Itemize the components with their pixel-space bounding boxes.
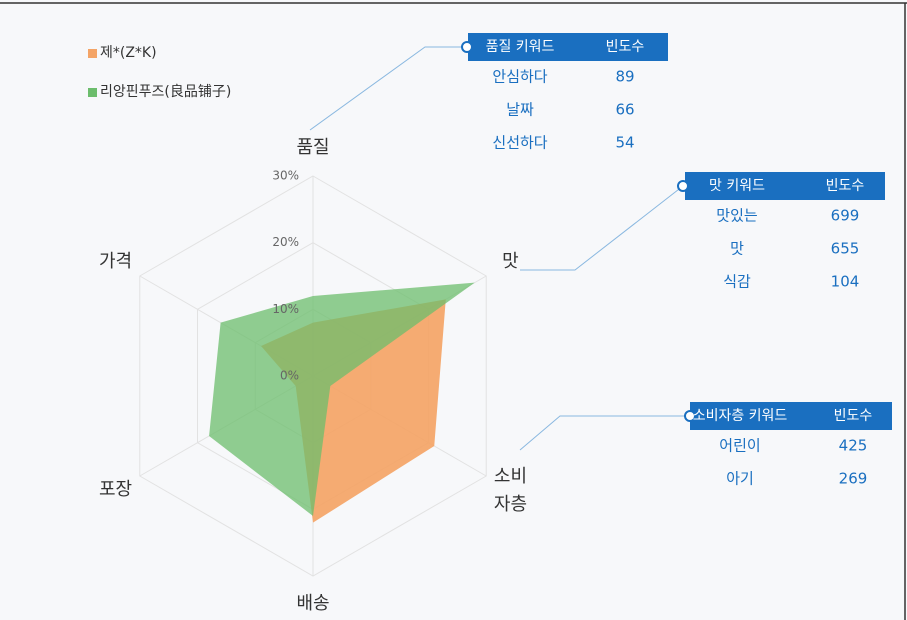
- axis-label: 배송: [296, 593, 329, 614]
- table-cell: 699: [831, 207, 860, 225]
- table-cell: 66: [615, 101, 634, 119]
- legend-label: 제*(Z*K): [100, 45, 157, 61]
- table-cell: 104: [831, 273, 860, 291]
- axis-label: 소비 자층: [494, 466, 527, 515]
- table-header-cell: 빈도수: [826, 178, 865, 194]
- r-tick-label: 10%: [272, 302, 299, 316]
- leader-line: [520, 185, 684, 271]
- leader-dot: [677, 180, 689, 192]
- table-header-cell: 맛 키워드: [709, 178, 765, 194]
- table-header: [690, 402, 892, 430]
- leader-line: [519, 415, 690, 451]
- table-cell: 안심하다: [492, 68, 547, 86]
- legend-swatch: [88, 88, 97, 97]
- axis-label: 맛: [502, 251, 519, 272]
- r-tick-label: 20%: [272, 235, 299, 249]
- table-cell: 655: [831, 240, 860, 258]
- table-cell: 맛있는: [716, 207, 758, 225]
- table-header-cell: 품질 키워드: [486, 39, 555, 55]
- axis-label: 가격: [99, 251, 132, 272]
- r-tick-label: 30%: [272, 169, 299, 183]
- table-cell: 어린이: [719, 437, 760, 455]
- table-header-cell: 빈도수: [834, 408, 873, 424]
- axis-label: 품질: [296, 137, 329, 158]
- table-header: [468, 33, 668, 61]
- leader-line: [309, 46, 467, 131]
- legend-swatch: [88, 49, 97, 58]
- leader-dot: [684, 410, 696, 422]
- axis-label: 포장: [99, 479, 132, 500]
- table-header: [685, 172, 885, 200]
- table-header-cell: 빈도수: [606, 39, 645, 55]
- leader-dot: [461, 41, 473, 53]
- table-cell: 아기: [726, 470, 754, 488]
- legend-label: 리앙핀푸즈(良品铺子): [100, 84, 231, 100]
- table-cell: 89: [615, 68, 634, 86]
- r-tick-label: 0%: [280, 369, 299, 383]
- table-cell: 맛: [730, 240, 744, 258]
- table-cell: 54: [615, 134, 634, 152]
- series-area: [209, 282, 475, 516]
- table-cell: 신선하다: [492, 134, 547, 152]
- table-cell: 425: [839, 437, 868, 455]
- table-header-cell: 소비자층 키워드: [693, 408, 788, 424]
- table-cell: 날짜: [506, 101, 534, 119]
- table-cell: 269: [839, 470, 868, 488]
- table-cell: 식감: [723, 273, 751, 291]
